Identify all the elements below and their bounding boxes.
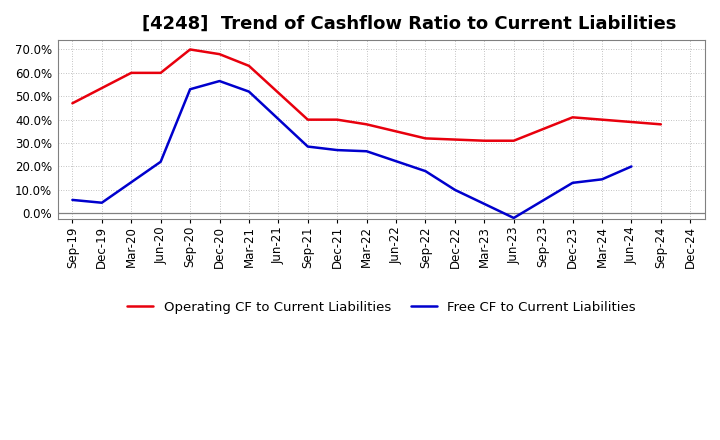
Operating CF to Current Liabilities <box>156 70 165 76</box>
Operating CF to Current Liabilities <box>510 138 518 143</box>
Operating CF to Current Liabilities <box>392 129 400 134</box>
Operating CF to Current Liabilities <box>245 63 253 69</box>
Operating CF to Current Liabilities <box>568 115 577 120</box>
Free CF to Current Liabilities <box>186 87 194 92</box>
Free CF to Current Liabilities <box>362 149 371 154</box>
Free CF to Current Liabilities <box>510 215 518 220</box>
Operating CF to Current Liabilities <box>186 47 194 52</box>
Operating CF to Current Liabilities <box>127 70 135 76</box>
Operating CF to Current Liabilities <box>303 117 312 122</box>
Free CF to Current Liabilities <box>303 144 312 149</box>
Operating CF to Current Liabilities <box>362 122 371 127</box>
Free CF to Current Liabilities <box>156 159 165 165</box>
Text: [4248]  Trend of Cashflow Ratio to Current Liabilities: [4248] Trend of Cashflow Ratio to Curren… <box>142 15 676 33</box>
Line: Operating CF to Current Liabilities: Operating CF to Current Liabilities <box>73 49 661 141</box>
Operating CF to Current Liabilities <box>333 117 341 122</box>
Free CF to Current Liabilities <box>333 147 341 153</box>
Free CF to Current Liabilities <box>68 197 77 202</box>
Operating CF to Current Liabilities <box>215 51 224 57</box>
Operating CF to Current Liabilities <box>598 117 606 122</box>
Free CF to Current Liabilities <box>97 200 106 205</box>
Free CF to Current Liabilities <box>451 187 459 192</box>
Free CF to Current Liabilities <box>598 177 606 182</box>
Free CF to Current Liabilities <box>568 180 577 186</box>
Free CF to Current Liabilities <box>215 78 224 84</box>
Line: Free CF to Current Liabilities: Free CF to Current Liabilities <box>73 81 631 218</box>
Operating CF to Current Liabilities <box>421 136 430 141</box>
Free CF to Current Liabilities <box>421 169 430 174</box>
Free CF to Current Liabilities <box>245 89 253 94</box>
Operating CF to Current Liabilities <box>480 138 489 143</box>
Free CF to Current Liabilities <box>627 164 636 169</box>
Operating CF to Current Liabilities <box>68 101 77 106</box>
Legend: Operating CF to Current Liabilities, Free CF to Current Liabilities: Operating CF to Current Liabilities, Fre… <box>127 301 636 314</box>
Operating CF to Current Liabilities <box>657 122 665 127</box>
